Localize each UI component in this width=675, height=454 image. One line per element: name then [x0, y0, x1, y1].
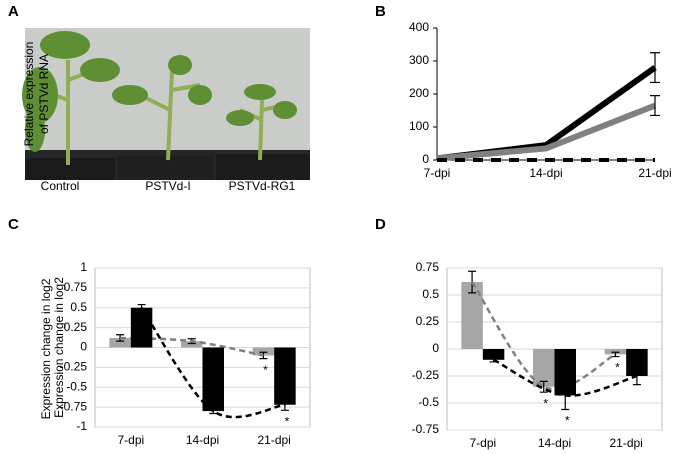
y-tick-label: 0.75 [416, 260, 440, 274]
y-axis-label: of PSTVd RNA [37, 54, 51, 134]
x-tick-label: 14-dpi [538, 436, 571, 450]
significance-mark: * [543, 396, 548, 410]
panel-label: A [8, 3, 19, 20]
trendline [120, 336, 264, 357]
bar [109, 337, 131, 348]
x-tick-label: 21-dpi [257, 433, 290, 447]
x-tick-label: 7-dpi [117, 433, 144, 447]
y-tick-label: 0.25 [416, 314, 440, 328]
bar [274, 347, 296, 405]
bar [181, 341, 203, 348]
y-tick-label: 200 [409, 86, 429, 100]
error-bar [650, 95, 660, 117]
y-tick-label: -0.5 [418, 395, 439, 409]
photo-label: PSTVd-I [145, 179, 190, 193]
y-tick-label: -0.25 [412, 368, 440, 382]
y-tick-label: 1 [80, 260, 87, 274]
y-axis-label: Relative expression [22, 42, 36, 147]
significance-mark: * [565, 414, 570, 428]
x-tick-label: 21-dpi [638, 166, 671, 180]
y-tick-label: -0.75 [60, 399, 88, 413]
error-bar [280, 398, 289, 411]
y-tick-label: 0 [80, 340, 87, 354]
error-bar [116, 334, 125, 342]
bar [202, 347, 224, 412]
significance-mark: * [263, 363, 268, 377]
y-tick-label: -0.75 [412, 422, 440, 436]
panel-label: B [375, 3, 386, 20]
bar [130, 307, 153, 348]
y-tick-label: -0.5 [66, 379, 87, 393]
line [436, 65, 657, 162]
error-bar [539, 380, 548, 393]
bar [554, 349, 576, 396]
bar [533, 349, 555, 387]
panel-label: C [8, 216, 19, 233]
y-tick-label: 100 [409, 119, 429, 133]
error-bar [468, 270, 477, 294]
y-tick-label: 0 [432, 341, 439, 355]
photo: Control PSTVd-I PSTVd-RG1 [22, 28, 310, 193]
y-tick-label: -0.25 [60, 360, 88, 374]
line [436, 102, 657, 162]
error-bar [259, 351, 268, 360]
x-tick-label: 7-dpi [469, 436, 496, 450]
significance-mark: * [615, 361, 620, 375]
x-tick-label: 14-dpi [529, 166, 562, 180]
panel-label: D [375, 216, 386, 233]
y-tick-label: 0.75 [64, 280, 88, 294]
bar [482, 349, 505, 360]
y-tick-label: 0.25 [64, 320, 88, 334]
bar [461, 282, 483, 349]
photo-label: PSTVd-RG1 [229, 179, 296, 193]
y-tick-label: 0.5 [422, 287, 439, 301]
photo-label: Control [41, 179, 80, 193]
error-bar [650, 52, 660, 84]
error-bar [632, 366, 641, 386]
significance-mark: * [285, 414, 290, 428]
y-tick-label: 0 [422, 152, 429, 166]
y-tick-label: 400 [409, 20, 429, 34]
x-tick-label: 7-dpi [424, 166, 451, 180]
x-tick-label: 14-dpi [186, 433, 219, 447]
error-bar [611, 351, 620, 358]
trendline [493, 358, 638, 397]
bar [626, 349, 648, 376]
y-tick-label: -1 [76, 419, 87, 433]
trendline [140, 307, 286, 419]
y-tick-label: 300 [409, 53, 429, 67]
x-tick-label: 21-dpi [609, 436, 642, 450]
y-axis-label: Expression change in log2 [52, 277, 66, 418]
bar [252, 347, 275, 356]
y-tick-label: 0.5 [70, 300, 87, 314]
y-axis-label: Expression change in log2 [39, 278, 53, 419]
